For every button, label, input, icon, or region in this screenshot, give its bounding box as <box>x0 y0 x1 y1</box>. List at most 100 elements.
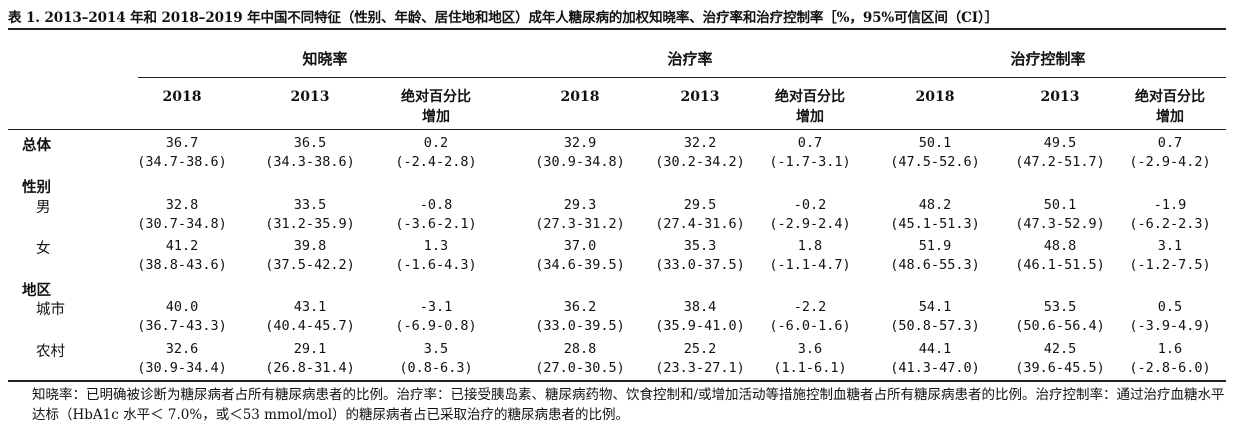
table-cell-ci: (-1.7-3.1) <box>769 154 851 170</box>
group-header-treatment: 治疗率 <box>667 50 713 68</box>
table-cell-value: 41.2 <box>165 238 199 254</box>
header-rule <box>8 129 1226 130</box>
table-cell-value: -2.2 <box>793 299 827 315</box>
group-rule <box>138 77 1226 78</box>
table-cell-value: 1.6 <box>1157 341 1183 357</box>
table-cell-ci: (26.8-31.4) <box>265 360 355 376</box>
table-cell-ci: (46.1-51.5) <box>1015 257 1105 273</box>
table-cell-value: 29.5 <box>683 197 717 213</box>
table-cell-ci: (34.6-39.5) <box>535 257 625 273</box>
column-header: 2018 <box>162 89 202 105</box>
table-cell-value: -3.1 <box>419 299 453 315</box>
table-cell-value: 36.5 <box>293 135 327 151</box>
table-cell-value: 29.3 <box>563 197 597 213</box>
table-cell-ci: (33.0-39.5) <box>535 318 625 334</box>
footnote: 知晓率：已明确被诊断为糖尿病者占所有糖尿病患者的比例。治疗率：已接受胰岛素、糖尿… <box>32 387 1225 423</box>
table-cell-value: 32.2 <box>683 135 717 151</box>
table-cell-ci: (36.7-43.3) <box>137 318 227 334</box>
table-cell-value: 38.4 <box>683 299 717 315</box>
table-cell-value: 32.9 <box>563 135 597 151</box>
table-cell-ci: (-1.6-4.3) <box>395 257 477 273</box>
table-cell-value: 43.1 <box>293 299 327 315</box>
table-cell-value: 0.5 <box>1157 299 1183 315</box>
group-header-awareness: 知晓率 <box>302 50 348 68</box>
column-header: 绝对百分比 增加 <box>1135 89 1205 125</box>
table-cell-ci: (30.2-34.2) <box>655 154 745 170</box>
row-label: 城市 <box>36 302 65 318</box>
table-cell-value: 54.1 <box>918 299 952 315</box>
table-cell-ci: (50.8-57.3) <box>890 318 980 334</box>
row-label: 女 <box>36 241 51 257</box>
table-cell-ci: (-1.2-7.5) <box>1129 257 1211 273</box>
top-rule <box>8 28 1226 30</box>
table-cell-ci: (34.3-38.6) <box>265 154 355 170</box>
table-cell-ci: (41.3-47.0) <box>890 360 980 376</box>
table-cell-value: 32.6 <box>165 341 199 357</box>
table-cell-value: 49.5 <box>1043 135 1077 151</box>
table-cell-value: -1.9 <box>1153 197 1187 213</box>
table-cell-ci: (38.8-43.6) <box>137 257 227 273</box>
table-cell-value: 32.8 <box>165 197 199 213</box>
row-label: 性别 <box>22 179 51 196</box>
column-header: 2013 <box>290 89 330 105</box>
table-cell-value: 53.5 <box>1043 299 1077 315</box>
table-cell-ci: (34.7-38.6) <box>137 154 227 170</box>
table-cell-ci: (-1.1-4.7) <box>769 257 851 273</box>
table-cell-value: 3.1 <box>1157 238 1183 254</box>
table-cell-ci: (47.3-52.9) <box>1015 216 1105 232</box>
column-header: 2013 <box>680 89 720 105</box>
table-cell-ci: (-2.9-4.2) <box>1129 154 1211 170</box>
table-cell-ci: (33.0-37.5) <box>655 257 745 273</box>
table-cell-ci: (27.0-30.5) <box>535 360 625 376</box>
table-cell-ci: (30.7-34.8) <box>137 216 227 232</box>
table-cell-ci: (37.5-42.2) <box>265 257 355 273</box>
table-cell-value: 3.6 <box>797 341 823 357</box>
table-cell-ci: (50.6-56.4) <box>1015 318 1105 334</box>
row-label: 总体 <box>22 137 51 154</box>
table-cell-value: 42.5 <box>1043 341 1077 357</box>
table-cell-value: 39.8 <box>293 238 327 254</box>
table-cell-value: 1.8 <box>797 238 823 254</box>
table-cell-value: 48.2 <box>918 197 952 213</box>
column-header: 绝对百分比 增加 <box>775 89 845 125</box>
table-cell-value: 0.7 <box>1157 135 1183 151</box>
table-cell-value: 28.8 <box>563 341 597 357</box>
column-header: 2018 <box>915 89 955 105</box>
table-cell-value: 36.2 <box>563 299 597 315</box>
table-cell-value: 51.9 <box>918 238 952 254</box>
table-cell-ci: (-2.4-2.8) <box>395 154 477 170</box>
table-cell-ci: (-2.9-2.4) <box>769 216 851 232</box>
table-title: 表 1. 2013–2014 年和 2018–2019 年中国不同特征（性别、年… <box>8 10 999 26</box>
table-cell-value: 40.0 <box>165 299 199 315</box>
table-cell-ci: (23.3-27.1) <box>655 360 745 376</box>
table-cell-ci: (-6.2-2.3) <box>1129 216 1211 232</box>
row-label: 农村 <box>36 344 65 360</box>
table-cell-value: 25.2 <box>683 341 717 357</box>
table-cell-ci: (27.4-31.6) <box>655 216 745 232</box>
table-cell-value: 50.1 <box>918 135 952 151</box>
bottom-rule <box>8 380 1226 382</box>
group-header-control: 治疗控制率 <box>1010 50 1086 68</box>
table-cell-ci: (-3.6-2.1) <box>395 216 477 232</box>
table-cell-ci: (45.1-51.3) <box>890 216 980 232</box>
column-header: 2013 <box>1040 89 1080 105</box>
table-cell-ci: (-2.8-6.0) <box>1129 360 1211 376</box>
table-cell-value: 48.8 <box>1043 238 1077 254</box>
table-cell-ci: (47.2-51.7) <box>1015 154 1105 170</box>
table-cell-ci: (1.1-6.1) <box>773 360 847 376</box>
column-header: 绝对百分比 增加 <box>401 89 471 125</box>
table-cell-value: 3.5 <box>423 341 449 357</box>
table-cell-value: 33.5 <box>293 197 327 213</box>
table-cell-ci: (40.4-45.7) <box>265 318 355 334</box>
column-header: 2018 <box>560 89 600 105</box>
table-cell-value: 0.2 <box>423 135 449 151</box>
table-cell-ci: (48.6-55.3) <box>890 257 980 273</box>
table-cell-value: 0.7 <box>797 135 823 151</box>
table-cell-ci: (30.9-34.8) <box>535 154 625 170</box>
table-cell-value: -0.8 <box>419 197 453 213</box>
table-cell-value: 29.1 <box>293 341 327 357</box>
table-cell-ci: (-3.9-4.9) <box>1129 318 1211 334</box>
row-label: 男 <box>36 200 51 216</box>
row-label: 地区 <box>22 282 51 299</box>
table-cell-value: 37.0 <box>563 238 597 254</box>
